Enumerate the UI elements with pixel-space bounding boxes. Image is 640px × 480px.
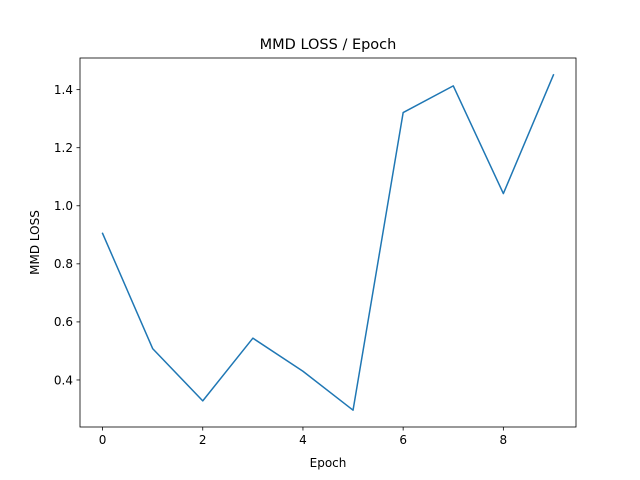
y-tick-label: 0.6 (54, 315, 73, 329)
plot-area: 0 2 4 6 8 0.4 0.6 0.8 1.0 1.2 1.4 (54, 57, 577, 447)
y-tick-label: 0.4 (54, 373, 73, 387)
x-tick-label: 2 (199, 433, 207, 447)
series-line (101, 73, 555, 411)
x-axis-label: Epoch (310, 456, 347, 470)
y-tick-label: 1.4 (54, 83, 73, 97)
y-axis-label: MMD LOSS (28, 210, 42, 275)
y-tick-label: 1.0 (54, 199, 73, 213)
axes-frame (79, 57, 577, 428)
x-tick-label: 0 (99, 433, 107, 447)
x-tick-label: 4 (299, 433, 307, 447)
x-tick-label: 8 (500, 433, 508, 447)
y-tick-label: 1.2 (54, 141, 73, 155)
chart-title: MMD LOSS / Epoch (260, 37, 397, 53)
y-tick-label: 0.8 (54, 257, 73, 271)
x-tick-label: 6 (399, 433, 407, 447)
